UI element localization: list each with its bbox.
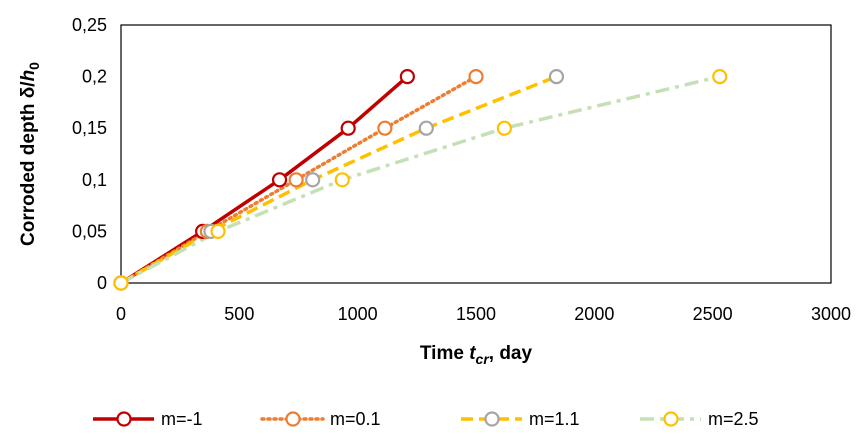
data-point bbox=[399, 68, 415, 85]
data-point bbox=[418, 120, 434, 136]
y-tick-label: 0,15 bbox=[72, 118, 107, 138]
data-point bbox=[288, 172, 304, 188]
data-point bbox=[377, 120, 393, 136]
data-point bbox=[113, 275, 129, 291]
series-lines bbox=[119, 74, 721, 285]
series-markers bbox=[113, 68, 728, 291]
y-axis-ticks: 0 0,05 0,1 0,15 0,2 0,25 bbox=[72, 15, 107, 293]
data-point bbox=[305, 172, 321, 188]
x-axis-ticks: 0 500 1000 1500 2000 2500 3000 bbox=[116, 304, 851, 324]
y-tick-label: 0,05 bbox=[72, 221, 107, 241]
x-tick-label: 2000 bbox=[574, 304, 614, 324]
x-tick-label: 1500 bbox=[456, 304, 496, 324]
plot-area bbox=[120, 24, 832, 284]
legend-marker bbox=[116, 411, 132, 427]
x-tick-label: 1000 bbox=[338, 304, 378, 324]
x-axis-title: Time tcr, day bbox=[420, 343, 533, 367]
y-tick-label: 0,2 bbox=[82, 67, 107, 87]
x-tick-label: 0 bbox=[116, 304, 126, 324]
legend-marker bbox=[663, 411, 679, 427]
legend-marker bbox=[484, 411, 500, 427]
y-tick-label: 0,25 bbox=[72, 15, 107, 35]
data-point bbox=[548, 68, 565, 85]
data-point bbox=[334, 172, 350, 188]
legend: m=-1 m=0.1 m=1.1 m=2.5 bbox=[93, 409, 759, 429]
legend-marker bbox=[285, 411, 301, 427]
y-axis-title: Corroded depth δ/h0 bbox=[18, 62, 42, 246]
legend-label: m=1.1 bbox=[529, 409, 580, 429]
legend-label: m=2.5 bbox=[708, 409, 759, 429]
data-point bbox=[210, 223, 226, 239]
data-point bbox=[712, 68, 728, 85]
legend-label: m=0.1 bbox=[330, 409, 381, 429]
data-point bbox=[496, 120, 512, 136]
x-tick-label: 2500 bbox=[693, 304, 733, 324]
y-tick-label: 0,1 bbox=[82, 170, 107, 190]
legend-label: m=-1 bbox=[161, 409, 203, 429]
data-point bbox=[271, 172, 288, 188]
x-tick-label: 3000 bbox=[811, 304, 851, 324]
y-tick-label: 0 bbox=[97, 273, 107, 293]
series-line bbox=[120, 75, 409, 285]
data-point bbox=[340, 120, 356, 136]
data-point bbox=[468, 68, 484, 85]
x-tick-label: 500 bbox=[224, 304, 254, 324]
